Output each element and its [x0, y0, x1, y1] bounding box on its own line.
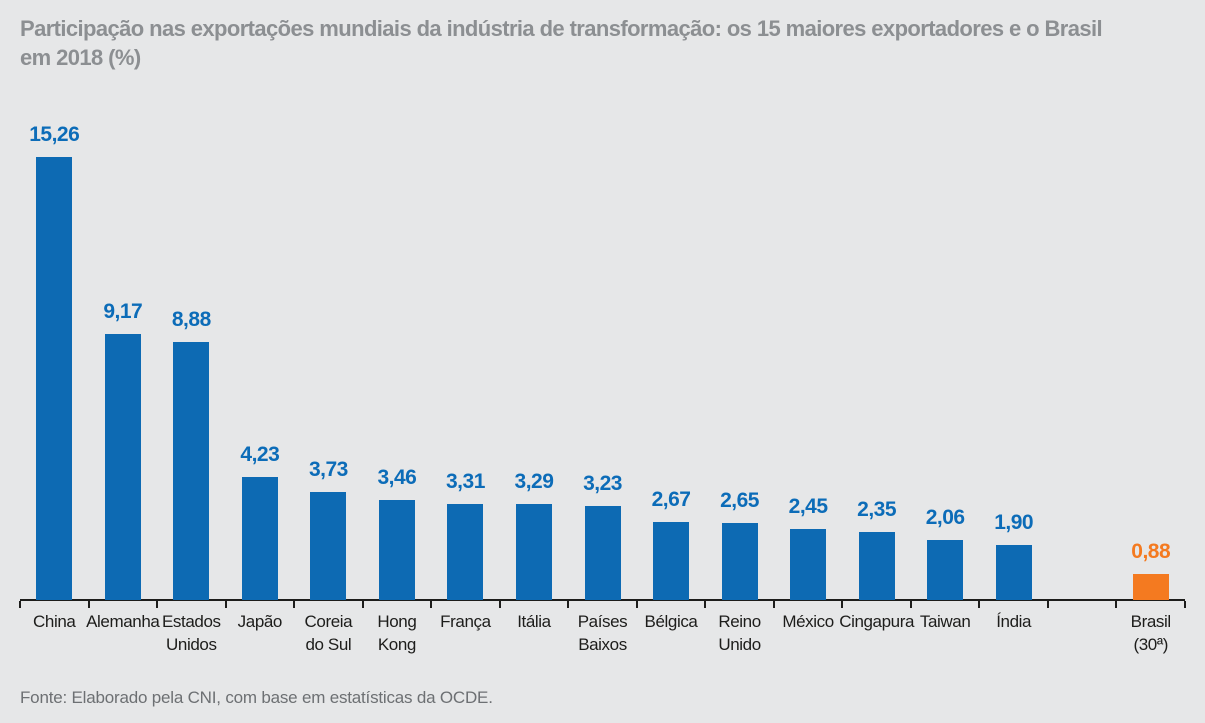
- bar-value-label: 8,88: [171, 308, 211, 331]
- axis-tick: [224, 601, 227, 608]
- category-label: Brasil (30ª): [1130, 612, 1172, 654]
- bar-value-label: 9,17: [103, 300, 143, 323]
- bar: [927, 540, 964, 600]
- category-label: Países Baixos: [577, 612, 628, 654]
- axis-tick: [19, 601, 21, 608]
- bar: [36, 157, 73, 600]
- chart-title: Participação nas exportações mundiais da…: [20, 16, 1103, 71]
- axis-tick: [909, 601, 912, 608]
- bar-value-label: 2,65: [720, 489, 759, 512]
- bar: [173, 342, 210, 600]
- bar: [790, 529, 827, 600]
- axis-tick: [430, 601, 433, 608]
- axis-tick: [978, 601, 981, 608]
- category-label: Bélgica: [644, 612, 698, 631]
- category-label: Alemanha: [86, 612, 160, 631]
- bar: [1132, 574, 1169, 600]
- category-label: França: [440, 612, 491, 631]
- bar: [378, 500, 415, 600]
- axis-tick: [704, 601, 707, 608]
- bar: [653, 522, 690, 600]
- bar: [858, 532, 895, 600]
- bar-value-label: 3,23: [583, 472, 622, 495]
- category-label: Japão: [237, 612, 283, 631]
- bar: [995, 545, 1032, 600]
- category-label: Cingapura: [839, 612, 915, 631]
- source-note: Fonte: Elaborado pela CNI, com base em e…: [20, 688, 493, 707]
- bar-value-label: 2,06: [925, 506, 965, 529]
- category-label: China: [33, 612, 76, 631]
- bar-value-label: 4,23: [240, 443, 280, 466]
- bar-value-label: 2,45: [788, 495, 828, 518]
- bar-value-label: 15,26: [29, 123, 80, 146]
- bar-value-label: 0,88: [1131, 540, 1171, 563]
- category-label: Índia: [996, 612, 1032, 631]
- category-label: México: [782, 612, 834, 631]
- axis-tick: [772, 601, 775, 608]
- bar: [584, 506, 621, 600]
- bar-value-label: 3,29: [514, 470, 554, 493]
- axis-tick: [361, 601, 364, 608]
- bar-value-label: 2,67: [651, 488, 691, 511]
- bar-value-label: 3,46: [377, 466, 417, 489]
- x-axis-line: [20, 599, 1185, 601]
- category-label: Taiwan: [919, 612, 971, 631]
- category-label: Coreia do Sul: [304, 612, 353, 654]
- bar-value-label: 3,31: [446, 470, 485, 493]
- axis-tick: [498, 601, 501, 608]
- axis-tick: [293, 601, 296, 608]
- bar: [104, 334, 141, 600]
- axis-tick: [1184, 601, 1186, 608]
- axis-tick: [1046, 601, 1049, 608]
- axis-tick: [841, 601, 844, 608]
- axis-tick: [567, 601, 570, 608]
- axis-tick: [156, 601, 159, 608]
- category-label: Reino Unido: [718, 612, 761, 654]
- bar-value-label: 2,35: [857, 498, 897, 521]
- bar: [310, 492, 347, 600]
- axis-tick: [87, 601, 90, 608]
- bar: [515, 504, 552, 600]
- bar: [721, 523, 758, 600]
- category-label: Estados Unidos: [161, 612, 221, 654]
- bar-value-label: 3,73: [308, 458, 348, 481]
- bar: [447, 504, 484, 600]
- bar: [241, 477, 278, 600]
- axis-tick: [635, 601, 638, 608]
- category-label: Hong Kong: [377, 612, 417, 654]
- category-label: Itália: [517, 612, 551, 631]
- bar-value-label: 1,90: [994, 511, 1034, 534]
- axis-tick: [1115, 601, 1118, 608]
